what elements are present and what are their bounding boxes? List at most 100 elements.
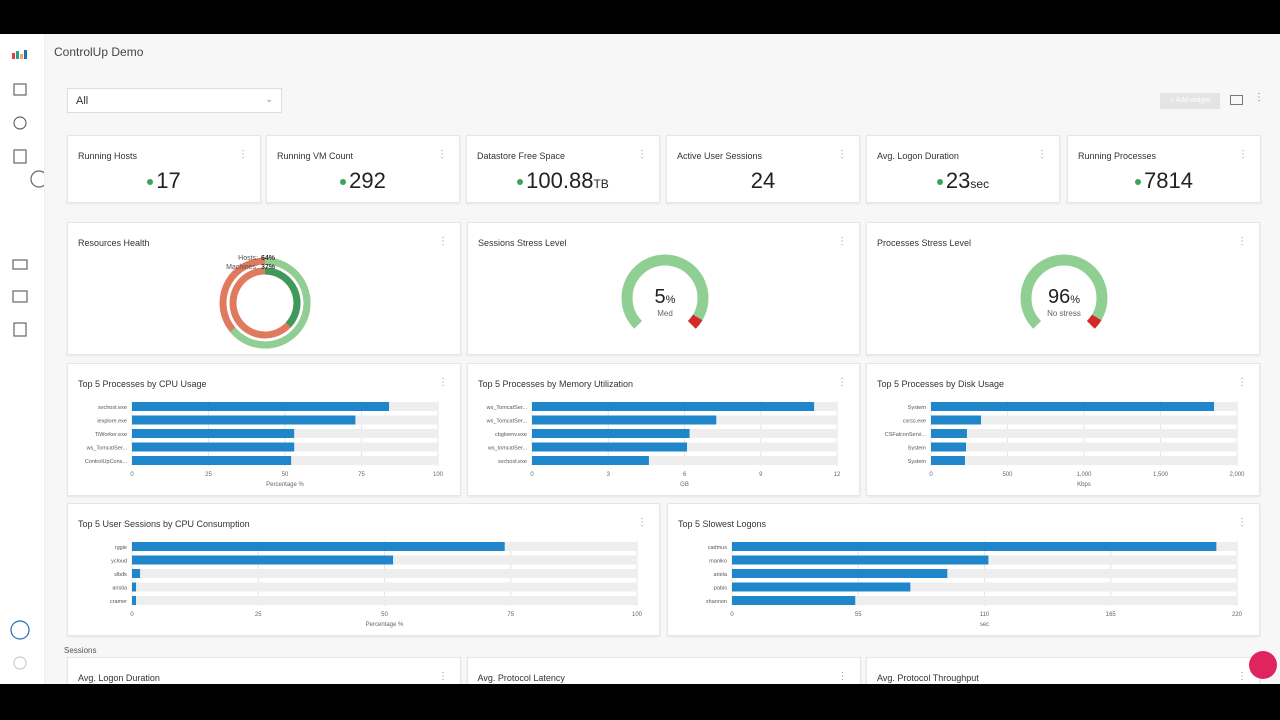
widget-menu[interactable]: ⋮ (837, 149, 847, 160)
x-tick-label: 25 (255, 612, 262, 618)
gauge-tip (687, 314, 703, 329)
widget-menu[interactable]: ⋮ (438, 236, 448, 247)
x-tick-label: 0 (929, 472, 933, 478)
widget-card: Processes Stress Level ⋮ 96% No stress (866, 222, 1260, 355)
bar (732, 555, 989, 565)
menu-icon[interactable]: ⋮ (1254, 92, 1264, 103)
widget-menu[interactable]: ⋮ (438, 671, 448, 682)
y-tick-label: System (908, 405, 927, 411)
x-axis-label: GB (680, 482, 689, 488)
add-widget-button[interactable]: + Add widget (1160, 93, 1220, 109)
filter-value: All (76, 95, 89, 107)
gauge-status: Med (657, 309, 673, 318)
widget-menu[interactable]: ⋮ (238, 149, 248, 160)
ring-value: 37% (261, 264, 276, 271)
bar-track (132, 569, 637, 578)
filter-dropdown[interactable]: All ⌄ (67, 88, 282, 113)
widget-menu[interactable]: ⋮ (1237, 236, 1247, 247)
ring-arc (264, 267, 301, 328)
widget-title: Avg. Logon Duration (877, 151, 959, 161)
x-axis-label: Percentage % (266, 482, 304, 488)
y-tick-label: ycloud (111, 559, 127, 565)
status-dot (1135, 179, 1142, 186)
bar (931, 442, 967, 452)
bottom-bar (0, 684, 1280, 720)
top-bar (0, 0, 1280, 34)
bar (132, 429, 295, 438)
bar (931, 456, 965, 465)
gauge-track (621, 254, 709, 329)
kpi-value: 7814 (1068, 168, 1260, 194)
widget-menu[interactable]: ⋮ (637, 517, 647, 528)
y-tick-label: shannon (706, 599, 727, 605)
y-tick-label: pabis (714, 586, 727, 592)
bar (532, 415, 717, 425)
kpi-value: 17 (68, 168, 260, 194)
x-tick-label: 500 (1002, 472, 1013, 478)
header-title: ControlUp Demo (54, 45, 144, 59)
widget-menu[interactable]: ⋮ (837, 671, 848, 682)
x-tick-label: 0 (130, 472, 134, 478)
bar (732, 582, 911, 592)
widget-menu[interactable]: ⋮ (1237, 377, 1247, 388)
bar (132, 415, 356, 425)
widget-card: Top 5 Slowest Logons ⋮ 0 55 110 165 220 sec cadm… (667, 503, 1260, 636)
widget-title: Datastore Free Space (477, 151, 566, 161)
bar (532, 456, 649, 465)
gauge: 5%Med (621, 254, 709, 329)
x-tick-label: 2,000 (1229, 472, 1245, 478)
widget-menu[interactable]: ⋮ (637, 149, 647, 160)
x-tick-label: 6 (683, 472, 687, 478)
chat-button[interactable] (1249, 651, 1277, 679)
bar (732, 542, 1217, 551)
bar (132, 596, 137, 605)
bar (931, 402, 1215, 411)
bar (132, 582, 137, 592)
widget-title: Top 5 User Sessions by CPU Consumption (78, 519, 250, 529)
widget-title: Sessions Stress Level (478, 238, 567, 248)
bar-chart: 0 3 6 9 12 GB ws_TomcatSer... ws_TomcatSer...cb… (486, 401, 841, 488)
bar (732, 569, 948, 578)
widget-menu[interactable]: ⋮ (837, 236, 847, 247)
y-tick-label: System (908, 446, 927, 452)
widget-menu[interactable]: ⋮ (437, 149, 447, 160)
y-tick-label: cadmus (708, 545, 728, 551)
y-tick-label: slbdk (114, 572, 127, 578)
x-tick-label: 75 (358, 472, 365, 478)
display-icon[interactable] (1230, 95, 1243, 105)
bar-track (931, 415, 1237, 425)
widget-menu[interactable]: ⋮ (1237, 671, 1247, 682)
widget-card: Avg. Logon Duration ⋮ 23sec (866, 135, 1060, 203)
widget-card: Top 5 Processes by CPU Usage ⋮ 0 25 50 75 100 P… (67, 363, 461, 496)
widget-menu[interactable]: ⋮ (438, 377, 448, 388)
gauge-value: 96% (1048, 286, 1080, 308)
widget-menu[interactable]: ⋮ (1037, 149, 1047, 160)
widget-menu[interactable]: ⋮ (837, 377, 847, 388)
x-tick-label: 75 (507, 612, 514, 618)
gauge-track (1020, 254, 1108, 329)
ring-label: Hosts: (238, 255, 258, 262)
widget-card: Resources Health ⋮ Hosts: 64% Machines: 37% (67, 222, 461, 355)
bar-track (732, 596, 1237, 605)
y-tick-label: csrss.exe (903, 419, 926, 425)
y-tick-label: aristia (112, 586, 128, 592)
bar (132, 569, 141, 578)
bar-track (931, 456, 1237, 465)
ring-label: Machines: (226, 264, 258, 271)
widget-title: Top 5 Processes by CPU Usage (78, 379, 207, 389)
widget-title: Top 5 Processes by Disk Usage (877, 379, 1005, 389)
kpi-number: 100.88 (526, 168, 594, 193)
gauge-number: 96 (1048, 286, 1070, 308)
x-tick-label: 0 (730, 612, 734, 618)
bar (132, 402, 390, 411)
gauge-number: 5 (655, 286, 666, 308)
x-axis-label: Percentage % (366, 622, 404, 628)
widget-title: Top 5 Slowest Logons (678, 519, 767, 529)
widget-card: Top 5 User Sessions by CPU Consumption ⋮ 0… (67, 503, 660, 636)
section-label: Sessions (64, 646, 97, 655)
widget-card: Sessions Stress Level ⋮ 5% Med (467, 222, 860, 355)
widget-menu[interactable]: ⋮ (1238, 149, 1248, 160)
widget-menu[interactable]: ⋮ (1237, 517, 1247, 528)
bar-chart: 0 25 50 75 100 Percentage % svchost.exe iexplor… (85, 401, 444, 488)
kpi-number: 24 (750, 168, 776, 193)
